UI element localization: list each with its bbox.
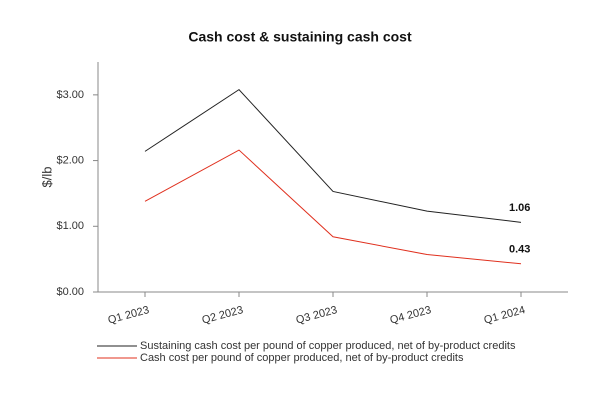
y-axis-label: $/lb: [39, 167, 54, 188]
data-label: 0.43: [509, 244, 530, 256]
series-line: [144, 149, 522, 265]
y-tick-label: $1.00: [56, 220, 84, 232]
x-tick-label: Q1 2024: [483, 304, 527, 327]
x-tick-label: Q4 2023: [389, 304, 433, 327]
chart-title: Cash cost & sustaining cash cost: [188, 29, 412, 45]
y-tick-label: $2.00: [56, 154, 84, 166]
legend-label: Cash cost per pound of copper produced, …: [140, 352, 464, 364]
data-label: 1.06: [509, 202, 530, 214]
series-line: [144, 88, 522, 223]
legend-label: Sustaining cash cost per pound of copper…: [140, 340, 516, 352]
y-tick-label: $3.00: [56, 89, 84, 101]
x-tick-label: Q2 2023: [201, 304, 245, 327]
y-tick-label: $0.00: [56, 286, 84, 298]
x-tick-label: Q1 2023: [107, 304, 151, 327]
x-tick-label: Q3 2023: [295, 304, 339, 327]
